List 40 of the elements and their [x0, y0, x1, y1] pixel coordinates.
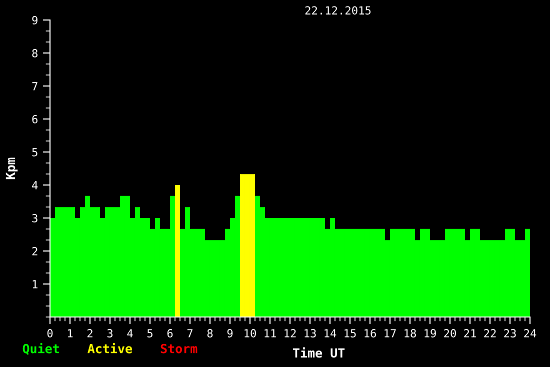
x-tick-label: 13: [304, 329, 316, 338]
x-tick-label: 0: [47, 329, 53, 338]
y-tick-label: 8: [32, 49, 38, 58]
x-tick-label: 12: [284, 329, 296, 338]
x-tick-label: 14: [324, 329, 336, 338]
x-tick-label: 23: [504, 329, 516, 338]
legend-label: Storm: [160, 344, 198, 354]
y-tick-label: 7: [32, 82, 38, 90]
x-tick-label: 15: [344, 329, 356, 338]
x-tick-label: 22: [484, 329, 496, 338]
x-tick-label: 4: [127, 329, 133, 338]
x-tick-label: 9: [227, 329, 233, 338]
x-axis-title: Time UT: [293, 347, 345, 358]
x-tick-label: 24: [524, 329, 536, 338]
x-tick-label: 6: [167, 329, 173, 338]
y-tick-label: 6: [32, 115, 38, 124]
y-tick-label: 2: [32, 247, 38, 256]
x-tick-label: 5: [147, 329, 152, 338]
x-tick-label: 19: [424, 329, 436, 338]
x-tick-label: 8: [207, 329, 213, 338]
y-tick-label: 9: [32, 16, 38, 24]
x-tick-label: 16: [364, 329, 376, 338]
text: Active: [88, 342, 132, 354]
x-tick-label: 20: [444, 329, 456, 338]
chart-title: 22.12.2015: [305, 6, 371, 15]
x-tick-label: 3: [107, 329, 113, 338]
x-tick-label: 17: [384, 329, 396, 338]
y-tick-label: 1: [32, 280, 38, 288]
y-tick-label: 3: [32, 214, 38, 222]
y-axis-title: Kpm: [6, 158, 18, 180]
x-tick-label: 21: [464, 329, 476, 338]
x-tick-label: 2: [87, 329, 92, 338]
x-tick-label: 1: [68, 329, 73, 338]
x-tick-label: 10: [244, 329, 256, 338]
x-tick-label: 18: [404, 329, 416, 338]
x-tick-label: 7: [187, 329, 193, 338]
y-tick-label: 5: [32, 148, 38, 156]
text: Quiet: [22, 342, 59, 355]
y-tick-label: 4: [32, 181, 38, 190]
x-tick-label: 11: [264, 329, 276, 338]
